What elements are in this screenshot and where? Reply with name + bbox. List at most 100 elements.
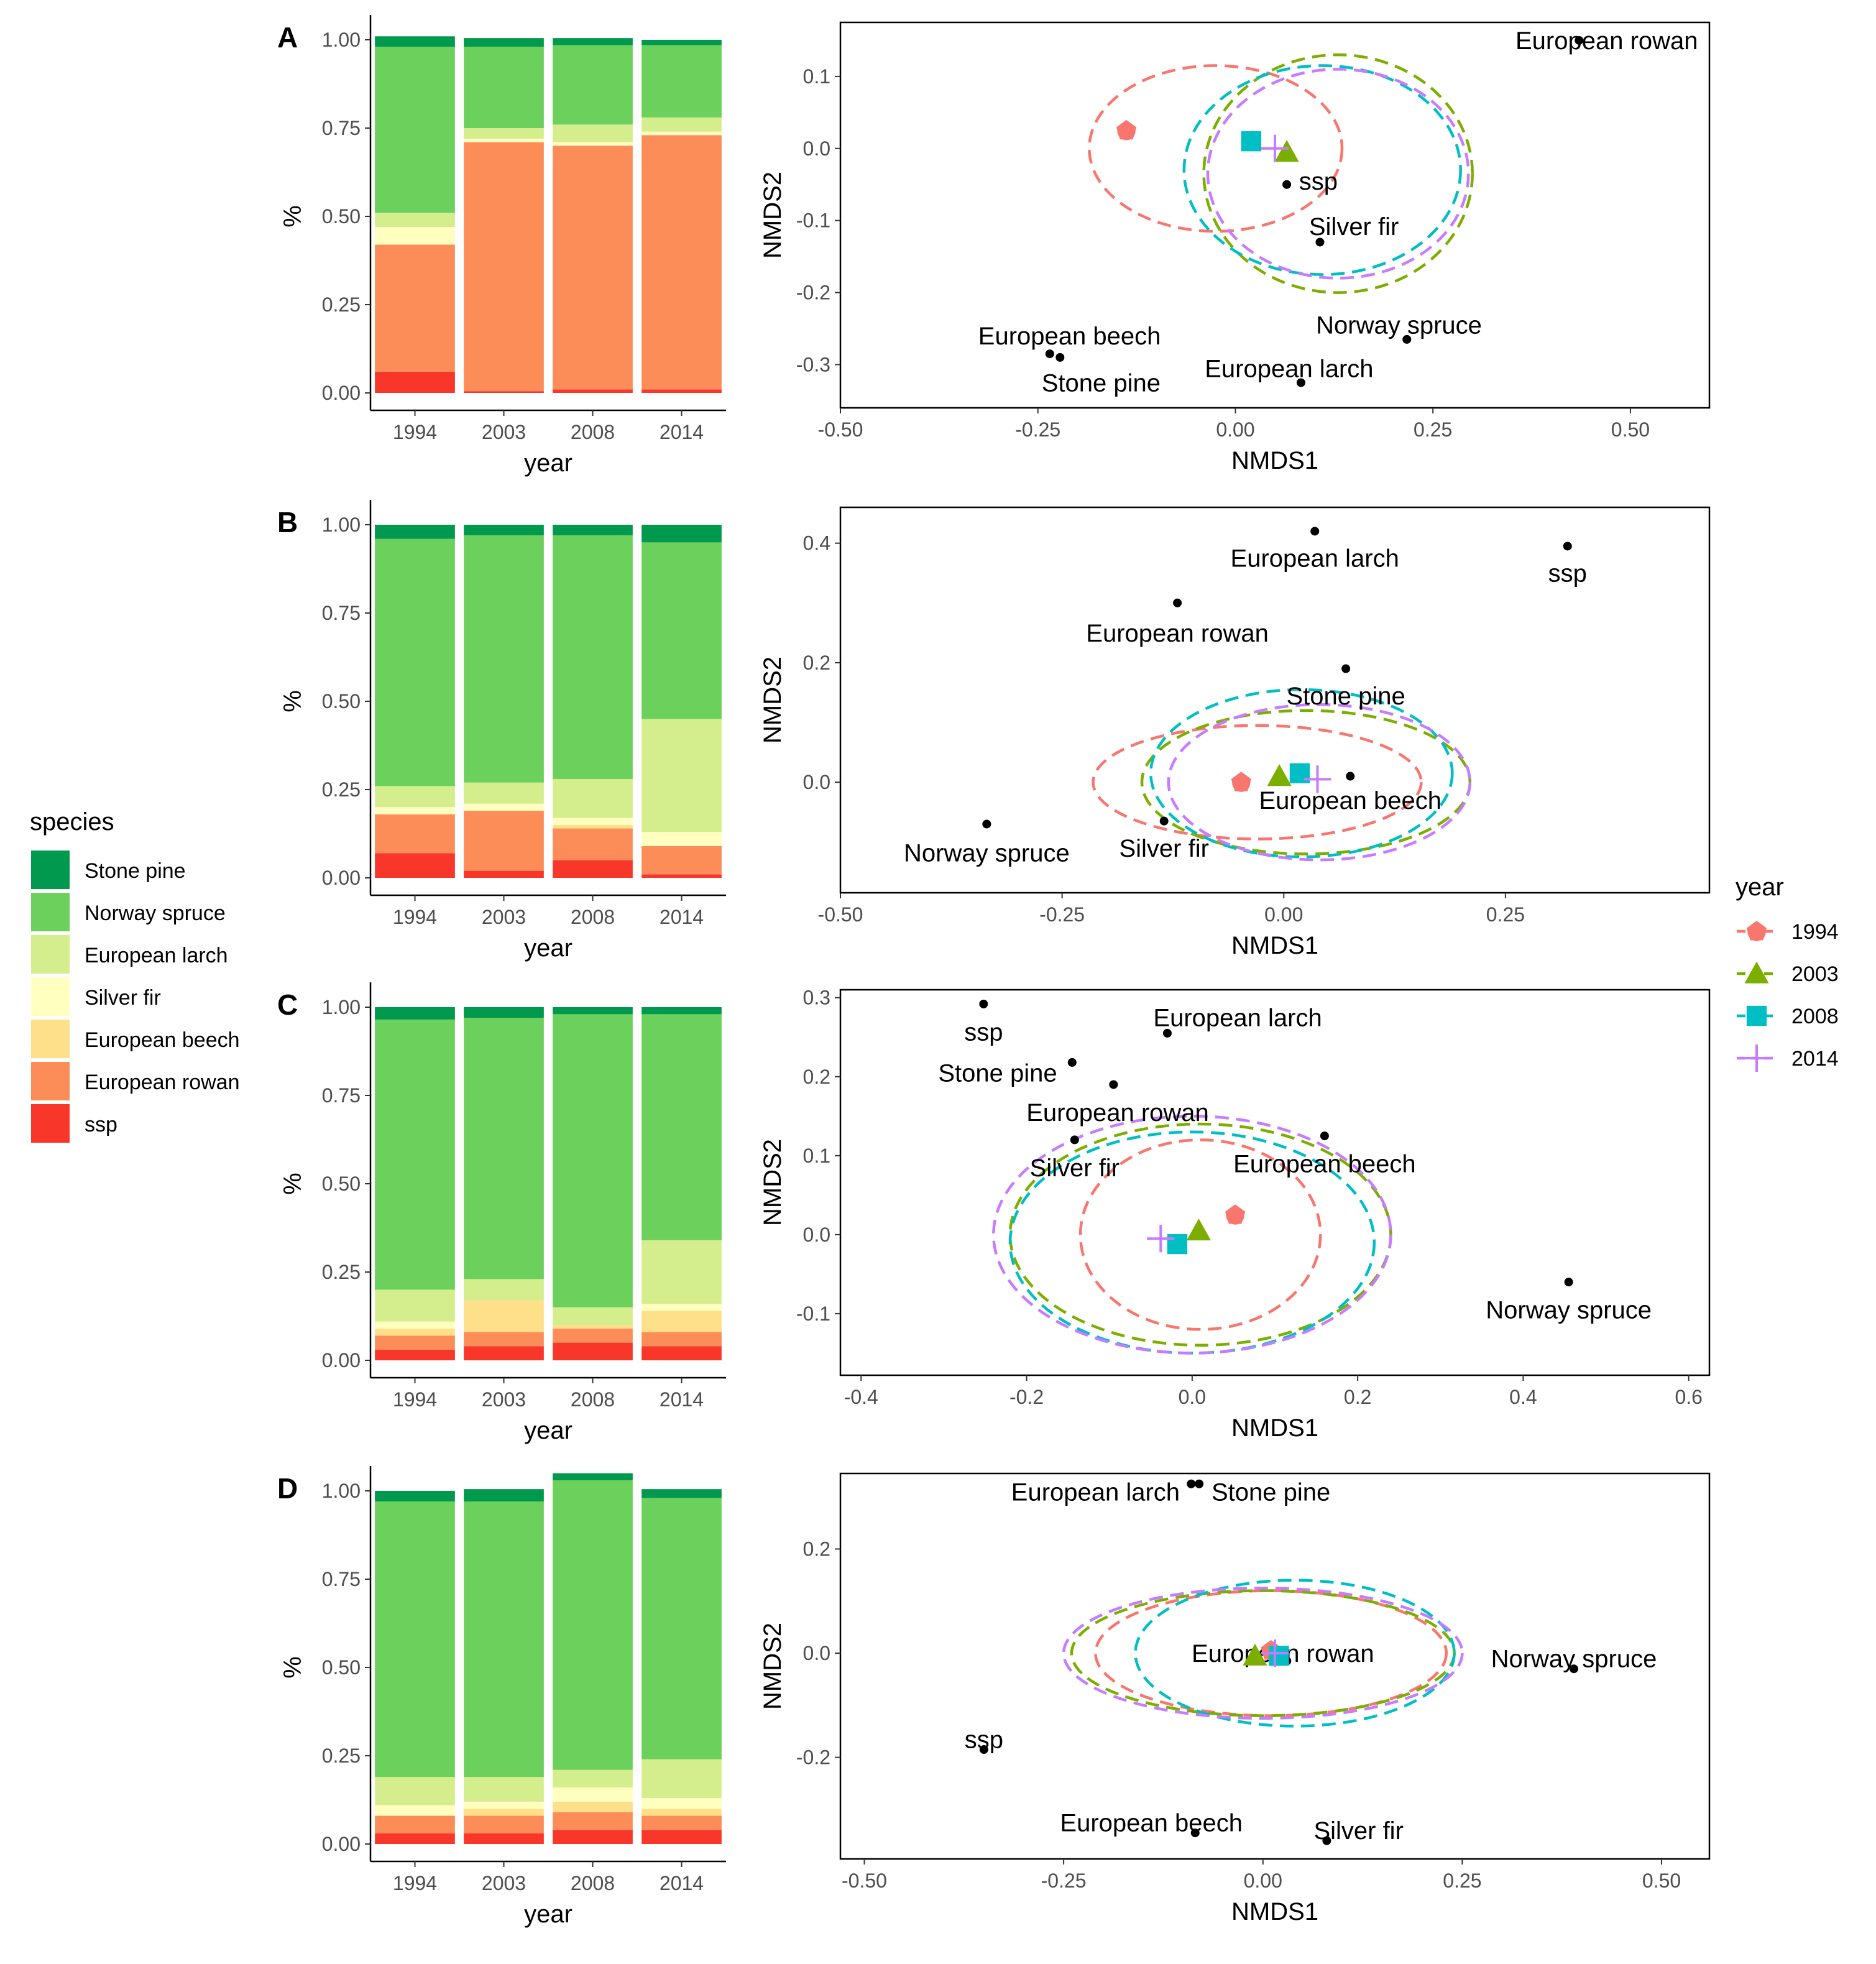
centroid-1994-core: [1117, 122, 1136, 141]
bar-segment-stone-pine: [464, 1007, 544, 1018]
bar-segment-silver-fir: [641, 1304, 722, 1311]
species-label: Stone pine: [938, 1059, 1057, 1087]
bar-segment-norway-spruce: [375, 1019, 455, 1290]
panel-label-C: C: [277, 989, 298, 1021]
bar-segment-norway-spruce: [553, 45, 633, 125]
bar-segment-stone-pine: [375, 36, 455, 47]
y-tick-label: 0.0: [803, 1224, 830, 1246]
y-tick-label: -0.2: [796, 282, 830, 304]
x-tick-label: -0.25: [1015, 418, 1060, 441]
x-tick-label: 2008: [571, 906, 615, 928]
bar-segment-silver-fir: [375, 807, 455, 814]
nmds-plot-B: -0.50 -0.25 0.00 0.25 0.0 0.2 0.4 NMDS1 NMDS2 Eur…: [759, 506, 1711, 959]
panel-label-D: D: [277, 1472, 298, 1505]
bar-segment-silver-fir: [641, 1798, 722, 1809]
legend-item-label: Stone pine: [85, 859, 186, 883]
y-axis-label: NMDS2: [759, 1623, 786, 1710]
species-point: [1563, 542, 1572, 551]
y-tick-label: 0.50: [322, 1173, 361, 1195]
x-tick-label: 0.00: [1264, 903, 1303, 926]
species-label: European beech: [1060, 1809, 1243, 1837]
bar-segment-ssp: [464, 870, 544, 878]
species-label: ssp: [1299, 168, 1338, 195]
x-tick-label: -0.25: [1039, 903, 1085, 926]
species-point: [979, 999, 988, 1008]
bar-segment-european-larch: [641, 117, 722, 132]
species-point: [1564, 1278, 1573, 1287]
bar-segment-european-beech: [553, 824, 633, 829]
species-point: [1070, 1135, 1079, 1145]
bar-segment-ssp: [553, 389, 633, 393]
bar-segment-silver-fir: [641, 131, 722, 136]
bar-segment-stone-pine: [553, 38, 633, 45]
bar-segment-norway-spruce: [641, 45, 722, 118]
bar-segment-european-beech: [641, 1809, 722, 1816]
ellipse-2014: [1062, 1587, 1464, 1720]
species-point: [1322, 1836, 1331, 1845]
bar-segment-norway-spruce: [553, 535, 633, 779]
bar-segment-european-larch: [641, 1240, 722, 1304]
y-tick-label: 1.00: [322, 996, 361, 1018]
y-axis-label: %: [279, 205, 306, 228]
bar-segment-european-beech: [464, 1300, 544, 1332]
species-label: Norway spruce: [904, 840, 1070, 867]
bar-segment-european-beech: [553, 1801, 633, 1812]
y-tick-label: 0.50: [322, 1656, 361, 1679]
bar-chart-A: A 0.00 0.25 0.50 0.75 1.00% 1994 2003 2008 2014 ye…: [277, 15, 726, 477]
y-axis-label: %: [279, 690, 306, 712]
y-tick-label: 0.00: [322, 867, 361, 889]
species-label: European beech: [1259, 787, 1441, 814]
y-tick-label: 0.75: [322, 602, 361, 624]
x-tick-label: 1994: [393, 421, 437, 443]
x-tick-label: 2014: [660, 1388, 704, 1411]
bar-segment-stone-pine: [641, 525, 722, 543]
bar-segment-european-rowan: [641, 846, 722, 875]
bar-segment-european-beech: [641, 1311, 722, 1332]
bar-segment-european-beech: [553, 1325, 633, 1329]
species-point: [1402, 334, 1412, 344]
legend-species: species Stone pine Norway spruce European l…: [30, 808, 240, 1143]
bar-segment-norway-spruce: [464, 1501, 544, 1777]
y-tick-label: 0.1: [803, 65, 830, 88]
ellipse-2008: [1134, 1579, 1456, 1728]
y-tick-label: 0.50: [322, 205, 361, 228]
ellipse-2003: [1008, 1122, 1392, 1347]
legend-title: year: [1736, 874, 1784, 901]
species-point: [1310, 527, 1320, 536]
bar-segment-norway-spruce: [375, 47, 455, 213]
y-tick-label: 0.50: [322, 690, 361, 712]
x-tick-label: 1994: [393, 1388, 437, 1411]
centroid-2003: [1267, 764, 1292, 786]
ellipse-1994: [1078, 1138, 1322, 1331]
species-point: [1190, 1828, 1200, 1838]
bar-segment-stone-pine: [464, 38, 544, 47]
x-tick-label: -0.2: [1009, 1386, 1044, 1408]
ellipse-2003: [1202, 53, 1474, 294]
ellipse-2014: [1206, 68, 1470, 280]
species-point: [1346, 772, 1355, 781]
x-tick-label: 0.0: [1179, 1386, 1206, 1408]
bar-segment-ssp: [641, 1346, 722, 1360]
bar-segment-european-larch: [464, 128, 544, 139]
bar-segment-ssp: [553, 1342, 633, 1360]
legend-swatch: [31, 893, 70, 931]
species-label: Silver fir: [1313, 1817, 1403, 1845]
species-label: European rowan: [1515, 27, 1698, 55]
bar-segment-european-rowan: [553, 145, 633, 390]
x-tick-label: 1994: [393, 1872, 437, 1894]
species-label: European larch: [1011, 1478, 1180, 1506]
centroid-2008: [1269, 1646, 1289, 1666]
species-point: [1045, 349, 1054, 359]
bar-segment-european-beech: [375, 1328, 455, 1336]
x-tick-label: 2008: [571, 1872, 615, 1894]
species-label: European beech: [978, 323, 1161, 350]
bar-chart-D: D 0.00 0.25 0.50 0.75 1.00% 1994 2003 2008 2014 ye…: [277, 1466, 726, 1928]
bar-segment-stone-pine: [375, 1007, 455, 1020]
species-point: [1162, 1028, 1172, 1038]
bar-segment-stone-pine: [553, 525, 633, 536]
nmds-plot-A: -0.50 -0.25 0.00 0.25 0.50 -0.3 -0.2 -0.1 0.0 0.1…: [759, 21, 1711, 474]
y-tick-label: 0.25: [322, 1261, 361, 1283]
bar-segment-stone-pine: [641, 1489, 722, 1498]
y-tick-label: 0.25: [322, 778, 361, 801]
species-point: [982, 819, 991, 829]
